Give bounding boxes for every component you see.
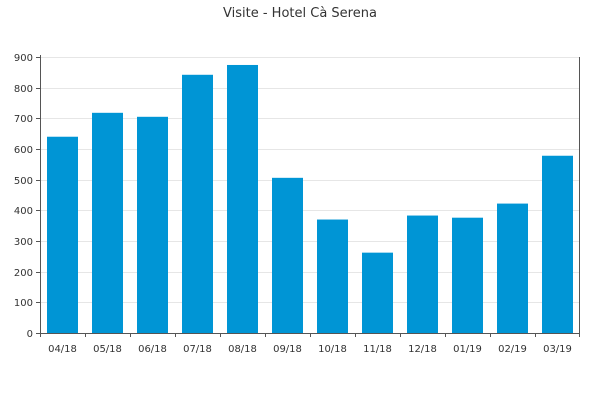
x-tick-label: 12/18 bbox=[408, 344, 437, 355]
bar-06-18 bbox=[137, 116, 168, 333]
x-tick-label: 06/18 bbox=[138, 344, 167, 355]
y-tick-label: 500 bbox=[14, 176, 33, 187]
x-tick-label: 01/19 bbox=[453, 344, 482, 355]
gridlines bbox=[40, 57, 580, 303]
x-tick-label: 07/18 bbox=[183, 344, 212, 355]
y-tick-label: 300 bbox=[14, 237, 33, 248]
y-axis-ticks: 0 100 200 300 400 500 600 700 800 900 bbox=[14, 53, 40, 340]
bar-03-19 bbox=[542, 155, 573, 333]
bar-08-18 bbox=[227, 64, 258, 334]
x-tick-label: 11/18 bbox=[363, 344, 392, 355]
bar-05-18 bbox=[92, 112, 123, 334]
bar-11-18 bbox=[362, 252, 393, 333]
bar-04-18 bbox=[47, 136, 78, 333]
x-tick-label: 08/18 bbox=[228, 344, 257, 355]
x-tick-label: 09/18 bbox=[273, 344, 302, 355]
bar-12-18 bbox=[407, 215, 438, 333]
y-tick-label: 600 bbox=[14, 145, 33, 156]
x-tick-label: 03/19 bbox=[543, 344, 572, 355]
y-tick-label: 0 bbox=[27, 329, 33, 340]
x-tick-label: 05/18 bbox=[93, 344, 122, 355]
bar-10-18 bbox=[317, 219, 348, 333]
bar-01-19 bbox=[452, 217, 483, 333]
chart-title: Visite - Hotel Cà Serena bbox=[223, 6, 377, 21]
bar-02-19 bbox=[497, 203, 528, 333]
y-tick-label: 900 bbox=[14, 53, 33, 64]
y-tick-label: 400 bbox=[14, 206, 33, 217]
bars bbox=[47, 64, 573, 334]
y-tick-label: 700 bbox=[14, 114, 33, 125]
y-tick-label: 800 bbox=[14, 84, 33, 95]
x-tick-label: 10/18 bbox=[318, 344, 347, 355]
x-tick-label: 04/18 bbox=[48, 344, 77, 355]
y-tick-label: 200 bbox=[14, 268, 33, 279]
x-axis-ticks: 04/18 05/18 06/18 07/18 08/18 09/18 10/18 11/18… bbox=[40, 333, 580, 355]
bar-07-18 bbox=[182, 74, 213, 333]
x-tick-label: 02/19 bbox=[498, 344, 527, 355]
y-tick-label: 100 bbox=[14, 298, 33, 309]
bar-09-18 bbox=[272, 177, 303, 333]
